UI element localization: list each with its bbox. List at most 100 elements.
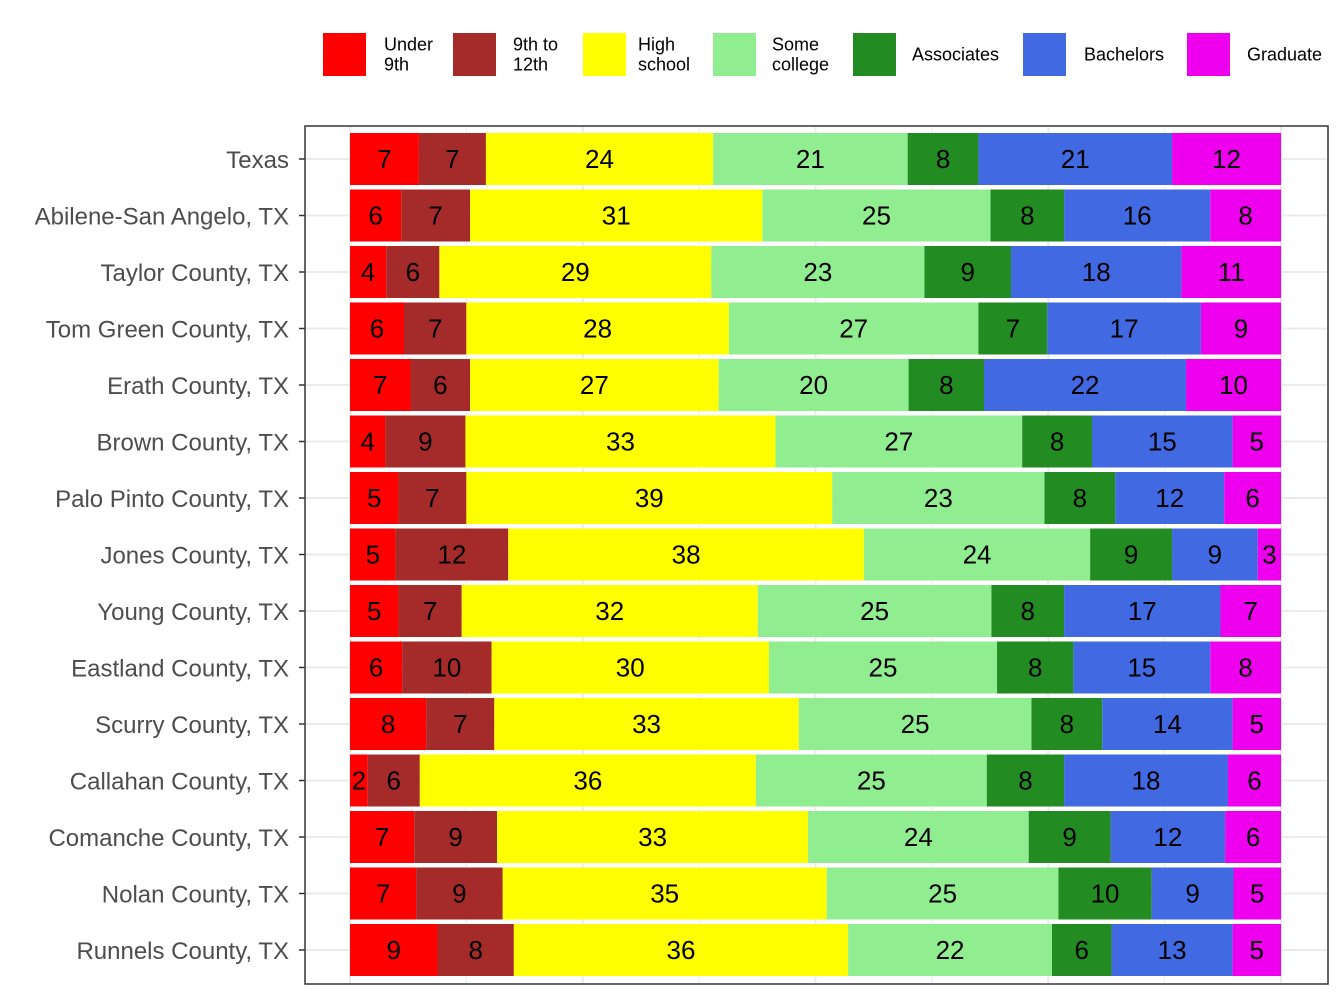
data-label: 22 [936,935,965,965]
bar-segment-9th-to-12th [437,924,514,976]
bar-segment-associates [991,585,1065,637]
data-label: 6 [1075,935,1089,965]
data-label: 36 [573,766,602,796]
data-label: 12 [437,540,466,570]
bar-segment-bachelors [1011,246,1182,298]
data-label: 8 [939,370,953,400]
bar-segment-bachelors [1151,867,1234,920]
data-label: 6 [1245,483,1259,513]
bar-segment-high-school [502,867,827,920]
data-label: 14 [1153,709,1182,739]
bar-segment-graduate [1224,472,1281,524]
bar-segment-graduate [1172,133,1281,185]
data-label: 8 [1020,201,1034,231]
data-label: 9 [418,427,432,457]
data-label: 7 [1244,596,1258,626]
bar-segments [350,133,1281,976]
bar-segment-high-school [497,811,809,863]
bar-segment-graduate [1232,415,1281,468]
data-label: 18 [1082,257,1111,287]
data-label: 8 [381,709,395,739]
bar-segment-graduate [1210,189,1281,242]
bar-segment-under-9th [350,754,368,807]
bar-segment-associates [1022,415,1093,468]
bar-segment-some-college [757,585,992,637]
data-label: 7 [425,483,439,513]
bar-segment-associates [1058,867,1152,920]
data-label: 7 [445,144,459,174]
bar-segment-high-school [513,924,849,976]
bar-segment-bachelors [1172,528,1258,581]
bar-segment-some-college [775,415,1023,468]
data-label: 7 [1006,314,1020,344]
bar-segment-9th-to-12th [398,472,467,524]
data-label: 7 [375,822,389,852]
bar-segment-high-school [470,189,763,242]
bar-segment-under-9th [350,246,387,298]
data-label: 20 [799,370,828,400]
bar-segment-9th-to-12th [385,415,466,468]
data-label: 6 [368,201,382,231]
data-label: 4 [361,257,375,287]
y-axis: Texas Abilene-San Angelo, TX Taylor County… [35,147,305,965]
bar-segment-under-9th [350,302,404,355]
legend-key [1023,33,1066,76]
y-tick-label: Palo Pinto County, TX [55,486,289,513]
bar-segment-graduate [1181,246,1281,298]
bar-segment-under-9th [350,359,411,411]
legend-label: Associates [912,45,999,65]
bar-segment-bachelors [1073,641,1211,694]
data-label: 9 [448,822,462,852]
data-label: 5 [1250,935,1264,965]
legend-key [1187,33,1230,76]
bar-segment-high-school [491,641,769,694]
y-tick-label: Taylor County, TX [100,260,289,287]
data-label: 8 [1238,201,1252,231]
bar-segment-high-school [465,415,776,468]
bar-segment-bachelors [1115,472,1225,524]
bar-segment-graduate [1200,302,1281,355]
legend-key [453,33,496,76]
y-tick-label: Brown County, TX [96,430,289,457]
data-label: 2 [352,766,366,796]
bar-segment-under-9th [350,867,417,920]
bar-segment-some-college [713,133,908,185]
bar-segment-associates [1028,811,1111,863]
bar-segment-some-college [728,302,979,355]
data-label: 17 [1128,596,1157,626]
data-label: 10 [1091,879,1120,909]
bar-segment-some-college [762,189,991,242]
bar-segment-some-college [798,698,1032,750]
bar-segment-9th-to-12th [402,641,492,694]
legend-label: Under 9th [384,35,433,75]
data-label: 7 [377,144,391,174]
segment-labels: 7 7 24 21 8 21 126 7 31 25 8 16 84 6 29 23 9 18 116 7 28 27 7 1… [352,144,1277,965]
data-label: 38 [672,540,701,570]
bar-segment-some-college [863,528,1091,581]
bar-segment-some-college [718,359,909,411]
data-label: 9 [1185,879,1199,909]
bar-segment-9th-to-12th [401,189,471,242]
legend-item-9th-to-12th: 9th to 12th [453,33,558,76]
data-label: 24 [963,540,992,570]
legend-label: Bachelors [1084,45,1164,65]
data-label: 25 [869,653,898,683]
bar-segment-associates [1090,528,1173,581]
bar-segment-bachelors [1064,754,1228,807]
legend-item-under-9th: Under 9th [323,33,433,76]
bar-segment-bachelors [1102,698,1233,750]
data-label: 9 [1208,540,1222,570]
bar-segment-associates [997,641,1074,694]
bar-segment-high-school [419,754,756,807]
bar-segment-high-school [439,246,712,298]
bar-segment-under-9th [350,133,419,185]
chart-legend: Under 9th 9th to 12th High school Some college A… [323,33,1322,76]
bar-segment-high-school [466,302,729,355]
bar-segment-some-college [808,811,1029,863]
data-label: 10 [432,653,461,683]
data-label: 33 [632,709,661,739]
bar-segment-some-college [768,641,998,694]
data-label: 21 [1061,144,1090,174]
y-tick-label: Eastland County, TX [71,656,289,683]
data-label: 27 [839,314,868,344]
